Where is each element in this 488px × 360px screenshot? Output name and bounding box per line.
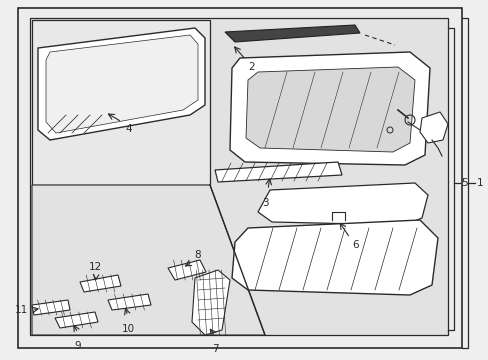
Polygon shape	[18, 8, 461, 348]
Polygon shape	[229, 52, 429, 165]
Polygon shape	[32, 185, 264, 335]
Polygon shape	[55, 312, 98, 328]
Polygon shape	[30, 18, 447, 335]
Text: 9: 9	[75, 341, 81, 351]
Polygon shape	[46, 35, 198, 133]
Text: 11: 11	[15, 305, 28, 315]
Polygon shape	[192, 270, 229, 335]
Polygon shape	[231, 220, 437, 295]
Text: 1: 1	[476, 178, 483, 188]
Text: 8: 8	[194, 250, 200, 260]
Text: 5: 5	[460, 178, 467, 188]
Polygon shape	[168, 260, 205, 280]
Text: 4: 4	[125, 124, 131, 134]
Text: 10: 10	[121, 324, 134, 334]
Text: 6: 6	[351, 240, 358, 250]
Text: 2: 2	[247, 62, 254, 72]
Polygon shape	[108, 294, 151, 310]
Polygon shape	[215, 162, 341, 182]
Polygon shape	[224, 25, 359, 42]
Polygon shape	[419, 112, 447, 143]
Polygon shape	[32, 20, 209, 185]
Text: 3: 3	[261, 198, 268, 208]
Polygon shape	[38, 28, 204, 140]
Polygon shape	[32, 300, 70, 315]
Polygon shape	[80, 275, 121, 292]
Polygon shape	[258, 183, 427, 225]
Text: 12: 12	[88, 262, 102, 272]
Text: 7: 7	[211, 344, 218, 354]
Polygon shape	[245, 67, 414, 152]
